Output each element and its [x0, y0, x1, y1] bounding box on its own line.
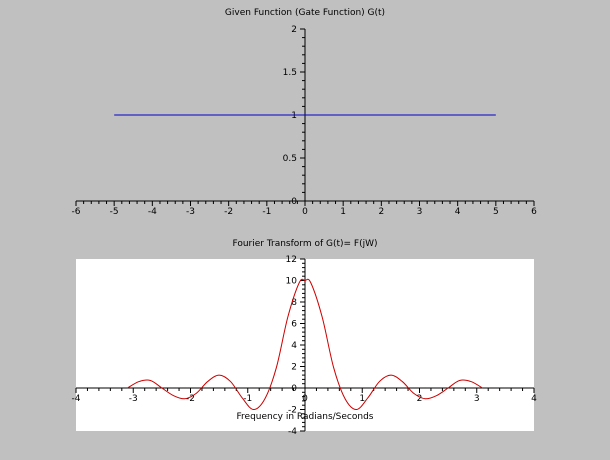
plot1-title: Given Function (Gate Function) G(t): [225, 8, 385, 18]
x-tick-label: 4: [531, 394, 537, 404]
x-tick-label: 2: [417, 394, 423, 404]
plot-fourier-transform: Fourier Transform of G(t)= F(jW) -4 -3 -2 -…: [72, 239, 538, 437]
x-tick-label: 0: [302, 394, 308, 404]
x-tick-label: 2: [378, 207, 384, 217]
x-tick-label: 3: [474, 394, 480, 404]
x-tick-label: -2: [224, 207, 233, 217]
plot1-axes: -6 -5 -4 -3 -2 -1 0 1 2 3 4 5 6 0 0.5 1 1.5 2: [72, 25, 538, 217]
x-tick-label: 1: [340, 207, 346, 217]
x-tick-label: -2: [186, 394, 195, 404]
x-tick-label: -1: [262, 207, 271, 217]
y-tick-label: 0: [291, 197, 297, 207]
y-tick-label: -2: [288, 406, 297, 416]
x-tick-label: -6: [72, 207, 81, 217]
x-tick-label: 6: [531, 207, 537, 217]
y-tick-label: 2: [291, 25, 297, 35]
y-tick-label: 8: [291, 298, 297, 308]
x-tick-label: -5: [110, 207, 119, 217]
y-tick-label: 12: [286, 255, 297, 265]
x-tick-label: -3: [186, 207, 195, 217]
plot-gate-function: Given Function (Gate Function) G(t) -6 -5…: [72, 8, 538, 217]
x-tick-label: -1: [243, 394, 252, 404]
x-tick-label: 1: [359, 394, 365, 404]
y-tick-label: -4: [288, 427, 297, 437]
plot2-xlabel: Frequency in Radians/Seconds: [237, 412, 374, 422]
plot2-title: Fourier Transform of G(t)= F(jW): [232, 239, 377, 249]
y-tick-label: 0: [291, 384, 297, 394]
x-tick-label: -4: [72, 394, 81, 404]
x-tick-label: 5: [493, 207, 499, 217]
y-tick-label: 10: [286, 277, 298, 287]
x-tick-label: -4: [148, 207, 157, 217]
plot2-series: [127, 278, 483, 410]
y-tick-label: 0.5: [283, 154, 297, 164]
y-tick-label: 1.5: [283, 68, 297, 78]
x-tick-label: 0: [302, 207, 308, 217]
x-tick-label: -3: [129, 394, 138, 404]
x-tick-label: 4: [455, 207, 461, 217]
y-tick-label: 1: [291, 111, 297, 121]
plot2-series-line-0: [127, 278, 483, 410]
x-tick-label: 3: [417, 207, 423, 217]
y-tick-label: 2: [291, 363, 297, 373]
y-tick-label: 4: [291, 341, 297, 351]
y-tick-label: 6: [291, 320, 297, 330]
